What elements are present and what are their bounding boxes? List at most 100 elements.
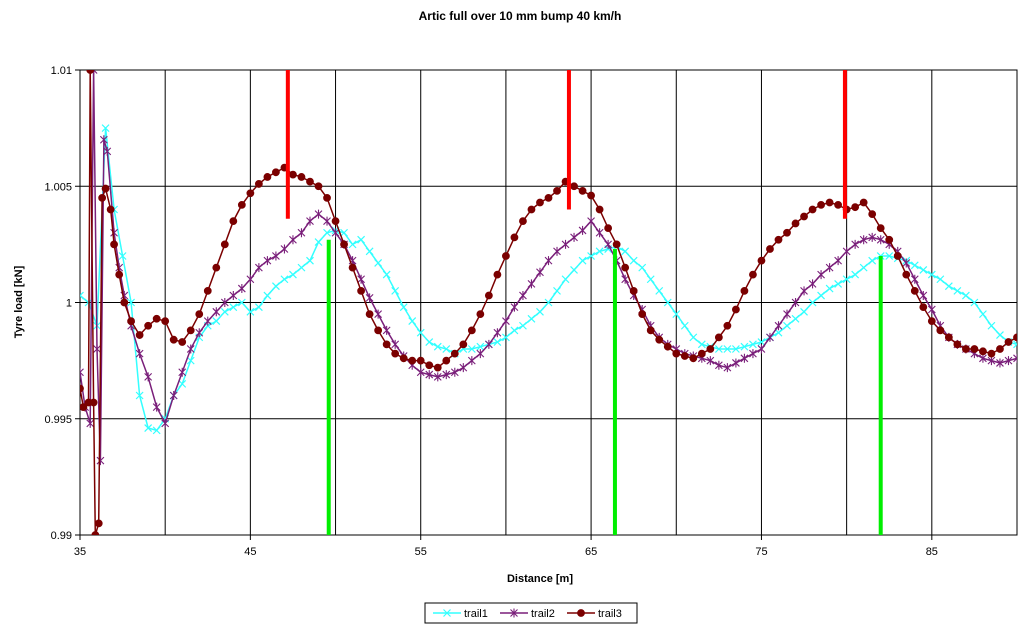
data-point [570,232,578,242]
data-point [416,367,425,377]
data-point [800,286,808,296]
data-point [859,235,868,245]
data-point [1013,333,1017,342]
data-point [876,224,885,233]
data-point [740,353,749,363]
data-point [408,356,417,365]
data-point [527,279,536,289]
data-point [629,256,638,265]
data-point [561,239,570,249]
data-point [706,345,715,353]
data-point [433,372,442,382]
data-point [246,274,255,284]
data-point [510,302,519,312]
data-point [86,70,95,74]
data-point [817,270,825,280]
data-point [289,170,297,179]
y-tick-label: 1.01 [51,65,72,77]
y-tick-label: 0.99 [51,530,72,542]
data-point [178,379,187,388]
data-point [851,239,860,249]
data-point [297,173,306,181]
data-point [825,198,834,207]
data-point [791,219,800,228]
data-point [595,228,604,238]
data-point [825,284,834,293]
data-point [987,321,996,330]
data-point [263,173,272,181]
data-point [254,180,263,188]
data-point [263,291,272,300]
data-point [365,293,374,303]
data-point [229,303,238,312]
data-point [817,200,825,209]
data-point [655,286,664,295]
data-point [766,245,774,253]
data-point [714,333,723,342]
bump-markers [285,70,883,535]
data-point [731,345,740,353]
data-point [96,456,105,466]
data-point [161,317,170,326]
data-point [519,217,527,226]
data-point [697,340,706,349]
data-point [714,360,723,370]
chart-title: Artic full over 10 mm bump 40 km/h [419,9,622,23]
data-point [152,426,161,435]
data-point [757,344,766,354]
data-point [237,298,246,307]
data-point [484,339,493,349]
data-point [450,349,459,358]
data-point [416,356,425,365]
data-point [323,228,331,237]
data-point [910,274,919,284]
data-point [510,233,519,242]
data-point [306,256,314,265]
x-tick-label: 45 [244,546,256,558]
data-point [467,326,476,335]
data-point [578,256,587,265]
data-point [476,342,485,351]
data-point [749,349,757,359]
data-point [919,266,928,274]
data-point [144,424,153,432]
data-point [144,372,153,382]
data-point [553,187,561,195]
data-point [297,263,306,272]
data-point [774,321,783,331]
series-trail2 [80,70,1017,466]
data-point [732,305,740,314]
data-point [927,270,936,279]
data-point [80,367,84,377]
data-point [783,228,791,237]
data-point [697,349,706,358]
data-point [220,307,229,316]
data-point [808,279,817,289]
data-point [433,363,442,372]
data-point [374,259,383,267]
x-tick-labels: 35 45 55 65 75 85 [74,535,938,558]
data-point [868,232,877,242]
series-line [80,70,1017,535]
data-point [885,235,894,244]
data-point [476,310,485,319]
data-point [672,349,681,358]
data-point [416,328,425,337]
data-point [459,363,468,373]
data-point [902,270,911,279]
data-point [382,340,391,349]
x-tick-label: 65 [585,546,597,558]
data-point [510,326,519,335]
data-point [357,274,365,284]
data-point [178,367,187,377]
data-point [578,225,587,235]
data-point [689,333,698,342]
data-point [996,358,1004,368]
data-point [1013,353,1017,363]
data-point [680,321,689,330]
data-point [553,286,561,295]
data-point [80,403,88,412]
data-point [936,275,945,284]
legend-item-trail2: trail2 [500,608,555,620]
data-point [970,298,979,307]
